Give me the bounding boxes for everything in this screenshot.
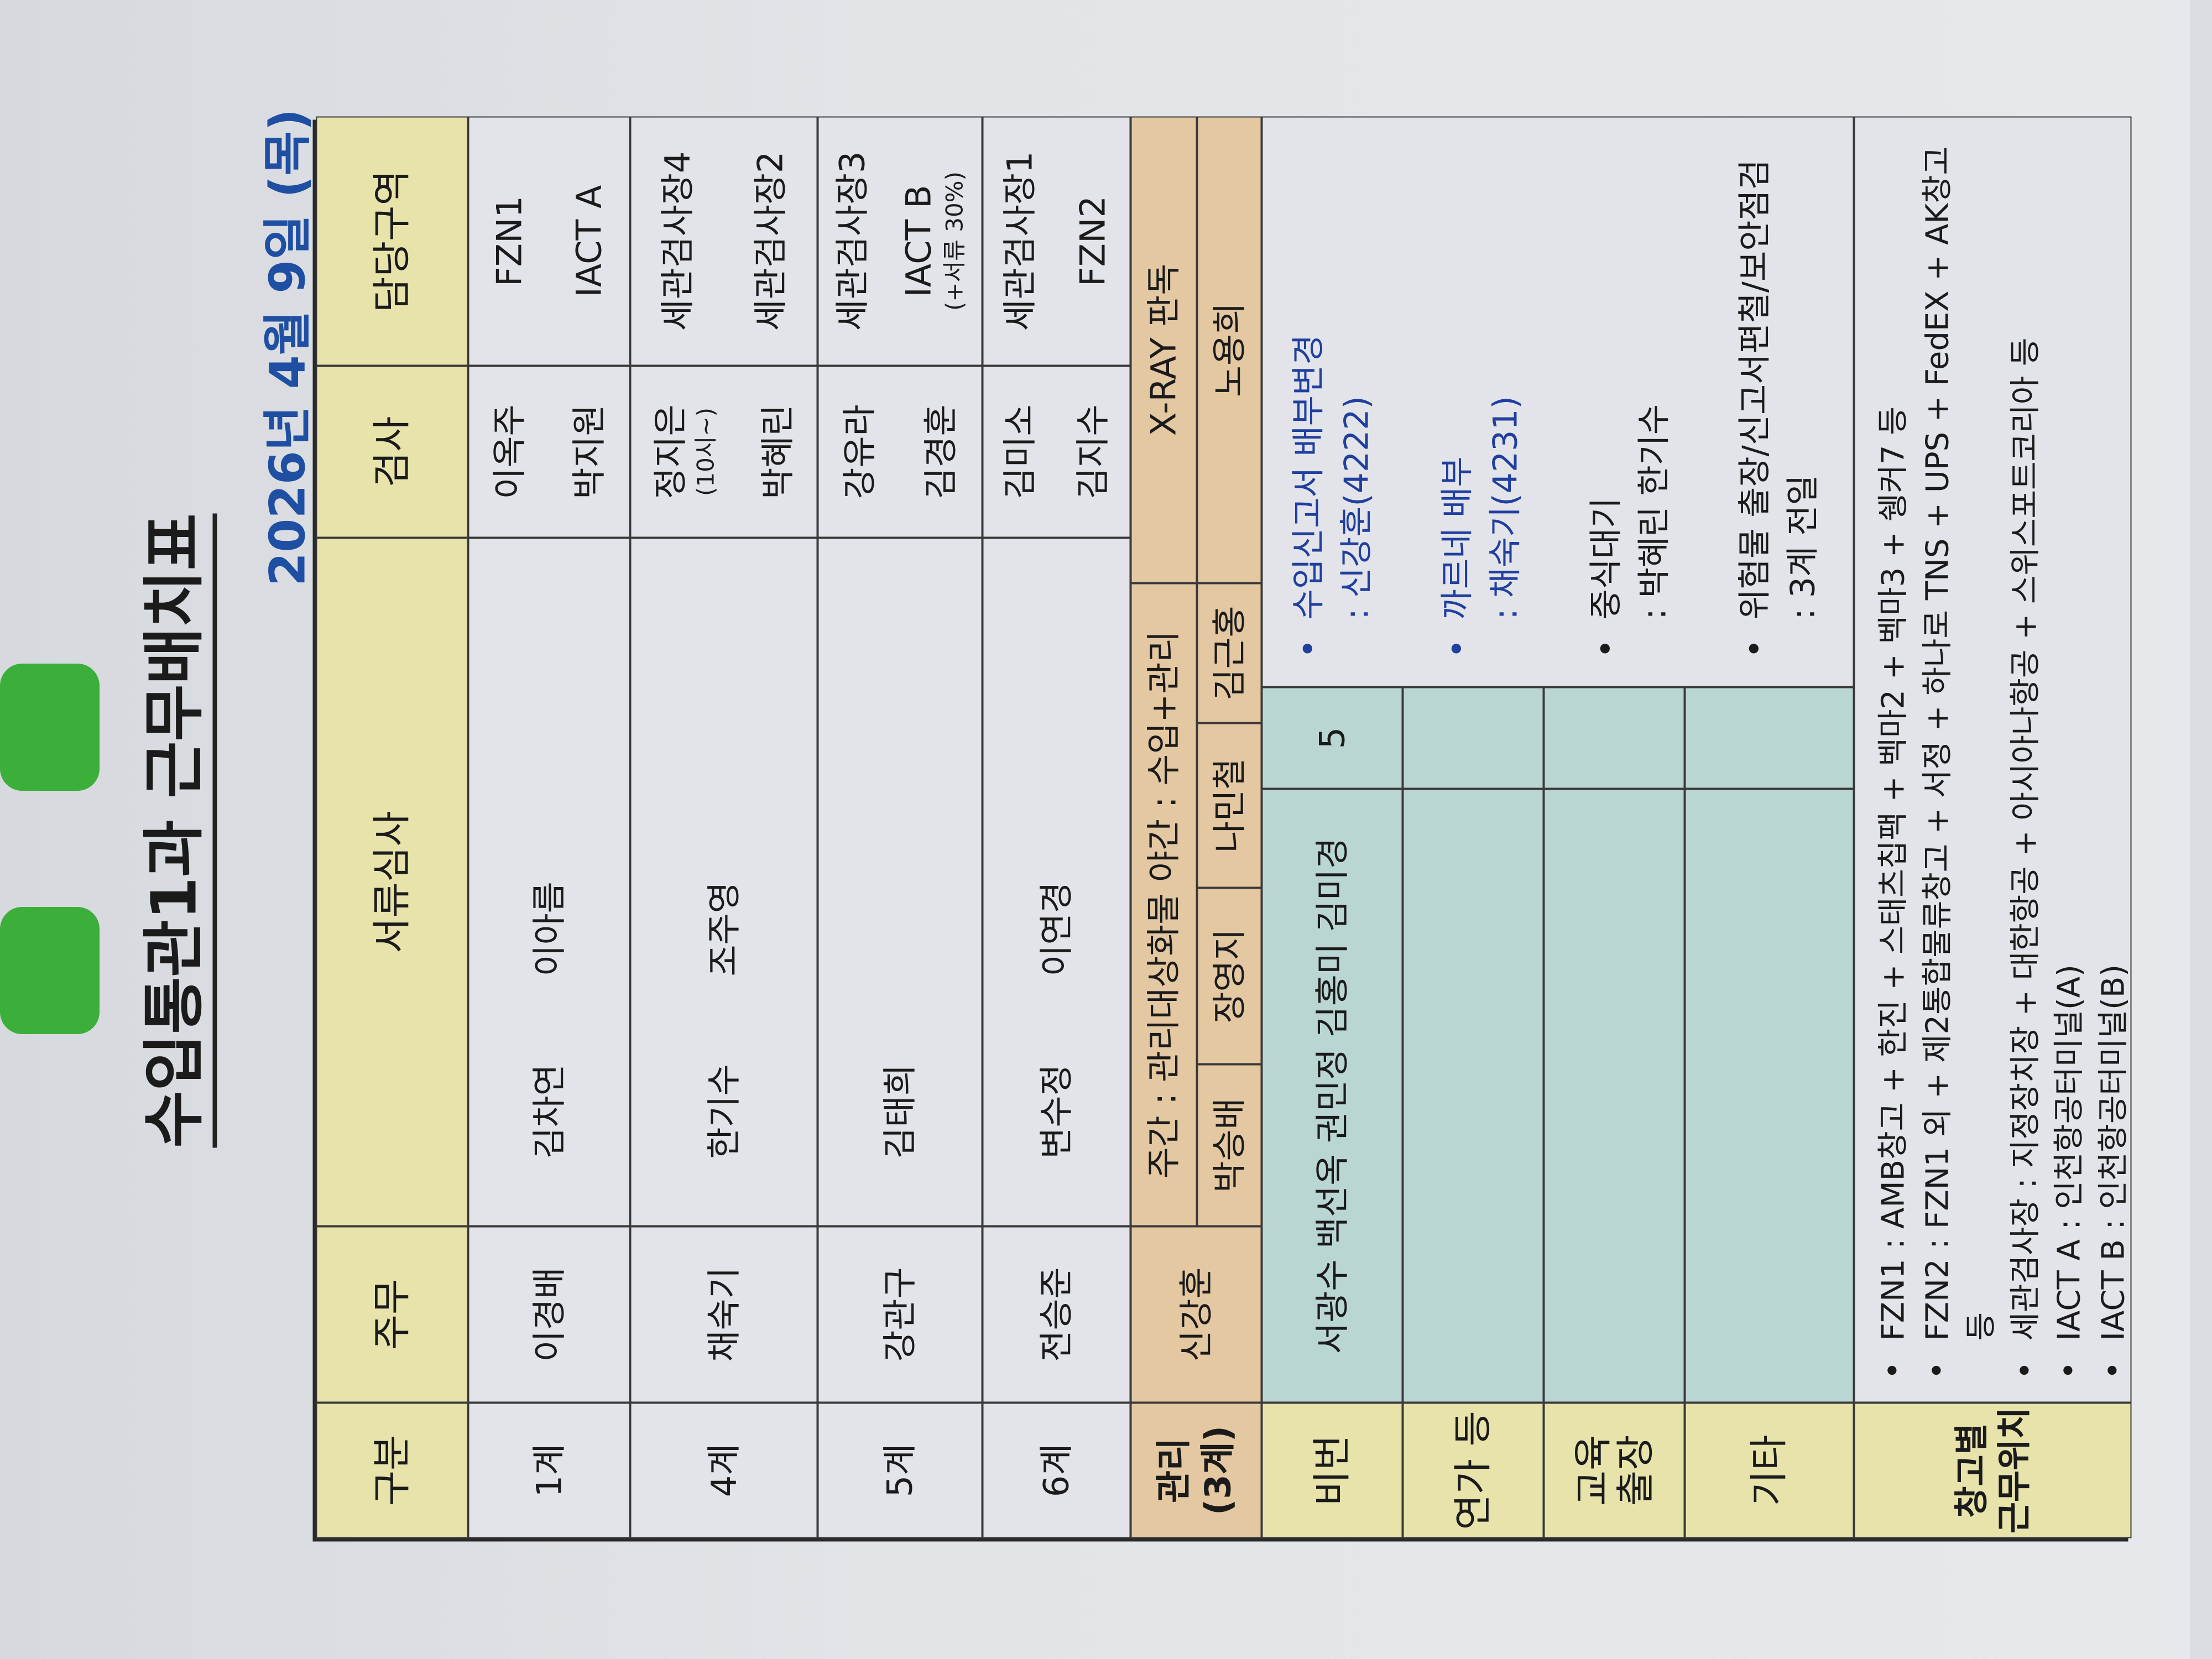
warehouse-note: IACT A : 인천항공터미널(A) [2048,140,2092,1380]
docs-name: 변수정 [1036,1064,1077,1159]
binder-clip [0,907,100,1034]
row-docs: 변수정 이연경 [982,538,1131,1227]
inspector-name: 박지원 [568,404,609,499]
row-gubun: 4계 [630,1402,818,1538]
remarks-list: 수입신고서 배부변경: 신강훈(4222) 까르네 배부: 채숙기(4231) 중식… [1261,116,1854,687]
mgmt-member: 노용희 [1197,116,1262,583]
training-names [1543,789,1685,1403]
inspector-name: 김미소 [999,404,1040,499]
row-jumu: 강관구 [817,1226,983,1403]
remark-item: 까르네 배부: 채숙기(4231) [1434,129,1530,659]
inspector-name: 김경훈 [920,404,961,499]
etc-names [1684,789,1854,1403]
training-count [1543,687,1685,789]
inspector-name: 강유라 [839,404,880,499]
row-zone: 세관검사장3 IACT B (+서류 30%) [817,116,983,366]
zone-name: 세관검사장2 [750,151,790,331]
docs-name: 한기수 [703,1064,744,1159]
mgmt-jumu: 신강훈 [1130,1226,1262,1403]
header-docs: 서류심사 [316,538,468,1227]
header-zone: 담당구역 [316,116,468,366]
off-count: 5 [1261,687,1403,789]
row-gubun: 5계 [817,1402,983,1538]
zone-name: IACT A [568,185,609,298]
remark-title: 수입신고서 배부변경 [1289,334,1328,620]
binder-clip [0,664,100,791]
remark-title: 중식대기 [1587,497,1626,620]
mgmt-xray: X-RAY 판독 [1130,116,1197,583]
zone-name: 세관검사장4 [657,151,698,331]
warehouse-note: 세관검사장 : 지정장치장 + 대한항공 + 아시아나항공 + 스위스포트코리아… [2004,140,2048,1380]
mgmt-member: 김근홍 [1197,583,1262,723]
mgmt-member: 나민철 [1197,723,1262,888]
off-label: 비번 [1261,1402,1403,1538]
docs-name: 이아름 [529,881,570,977]
mgmt-member: 장영지 [1197,888,1262,1065]
mgmt-desc: 주간 : 관리대상화물 야간 : 수입+관리 [1130,583,1197,1227]
remark-detail: : 신강훈(4222) [1337,396,1376,620]
row-docs: 김차연 이아름 [468,538,630,1227]
zone-name: 세관검사장3 [832,151,873,331]
row-inspect: 이옥주 박지원 [468,366,630,538]
zone-note: (+서류 30%) [941,171,968,311]
remark-item: 중식대기: 박혜린 한기수 [1583,129,1679,659]
inspector-name: 이옥주 [489,404,529,499]
header-inspect: 검사 [316,366,468,538]
mgmt-member: 박승배 [1197,1064,1262,1227]
row-jumu: 전승준 [982,1226,1131,1403]
etc-count [1684,687,1854,789]
row-inspect: 김미소 김지수 [982,366,1131,538]
docs-name: 조주영 [703,881,744,977]
docs-name: 김태희 [879,1064,920,1159]
remark-detail: : 채숙기(4231) [1486,396,1525,620]
docs-name: 김차연 [529,1064,570,1159]
inspector-name: 김지수 [1072,404,1113,499]
warehouse-note: FZN2 : FZN1 외 + 제2통합물류창고 + 서정 + 하나로 TNS … [1916,140,2004,1380]
warehouse-note: FZN1 : AMB창고 + 한진 + 스태츠칩팩 + 벡마2 + 벡마3 + … [1872,140,1916,1380]
row-gubun: 6계 [982,1402,1131,1538]
leave-names [1402,789,1544,1403]
document: 수입통관1과 근무배치표 2026년 4월 9일 (목) 구분 주무 서류심사 … [111,109,2132,1542]
row-jumu: 채숙기 [630,1226,818,1403]
row-zone: 세관검사장1 FZN2 [982,116,1131,366]
remark-title: 까르네 배부 [1438,456,1477,620]
remark-item: 위험물 출장/신고서편철/보안점검: 3계 전일 [1731,129,1828,659]
zone-name: FZN2 [1072,196,1113,286]
row-inspect: 강유라 김경훈 [817,366,983,538]
warehouse-notes: FZN1 : AMB창고 + 한진 + 스태츠칩팩 + 벡마2 + 벡마3 + … [1854,116,2132,1403]
remark-title: 위험물 출장/신고서편철/보안점검 [1735,159,1775,620]
zone-name: 세관검사장1 [999,151,1040,331]
zone-name: FZN1 [489,196,529,286]
inspector-note: (10시~) [692,407,719,497]
row-zone: 세관검사장4 세관검사장2 [630,116,818,366]
row-docs: 한기수 조주영 [630,538,818,1227]
remark-detail: : 박혜린 한기수 [1635,404,1674,620]
leave-count [1402,687,1544,789]
warehouse-label: 창고별 근무위치 [1854,1402,2132,1538]
row-inspect: 정지은 (10시~) 박혜린 [630,366,818,538]
header-gubun: 구분 [316,1402,468,1538]
off-names: 서광수 백선옥 권민정 김홍미 김미경 [1261,789,1403,1403]
training-label: 교육 출장 [1543,1402,1685,1538]
page-title: 수입통관1과 근무배치표 [124,120,217,1542]
remark-detail: : 3계 전일 [1783,474,1823,620]
etc-label: 기타 [1684,1402,1854,1538]
date: 2026년 4월 9일 (목) [259,108,316,587]
row-gubun: 1계 [468,1402,630,1538]
remark-item: 수입신고서 배부변경: 신강훈(4222) [1285,129,1381,659]
title-text: 수입통관1과 근무배치표 [138,513,217,1148]
schedule-table: 구분 주무 서류심사 검사 담당구역 1계 이경배 김차연 이아름 이옥주 박지원… [312,116,2132,1542]
docs-name: 이연경 [1036,881,1077,977]
zone-name: IACT B [898,185,939,298]
row-jumu: 이경배 [468,1226,630,1403]
inspector-name: 박혜린 [757,404,798,499]
row-zone: FZN1 IACT A [468,116,630,366]
warehouse-note: IACT B : 인천항공터미널(B) [2091,140,2136,1380]
leave-label: 연가 등 [1402,1402,1544,1538]
row-docs: 김태희 [817,538,983,1227]
header-jumu: 주무 [316,1226,468,1403]
inspector-name: 정지은 [650,404,691,499]
mgmt-gubun: 관리 (3계) [1130,1402,1262,1538]
